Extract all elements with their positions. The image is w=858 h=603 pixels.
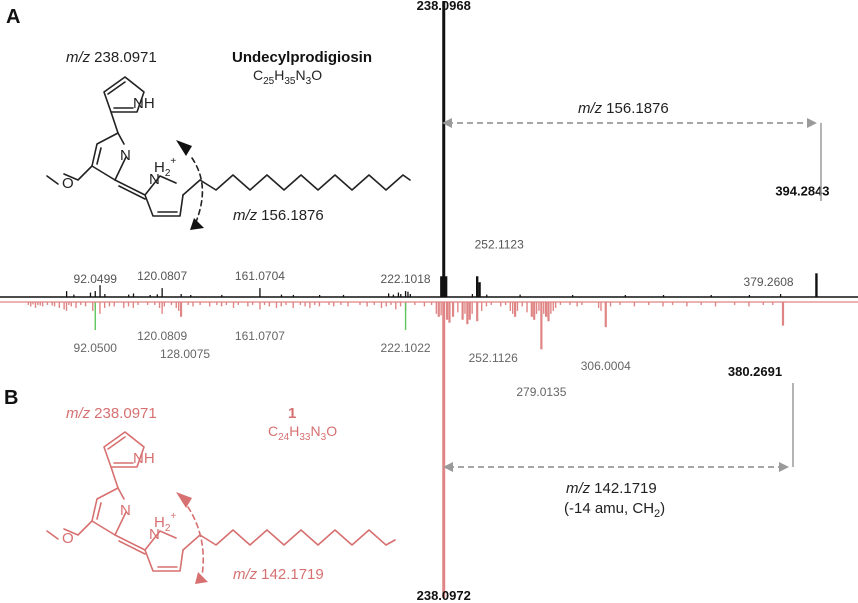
atom-a-n: N xyxy=(120,147,131,164)
cleavage-arrow-a xyxy=(191,157,204,223)
top-loss-arrow-right xyxy=(807,118,817,128)
atom-b-o: O xyxy=(62,530,74,547)
top-loss-mz: m/z xyxy=(578,100,603,117)
bottom-spectrum-bars xyxy=(27,302,785,598)
arrowhead-b-up xyxy=(176,492,192,508)
pyrrole-ring-a3 xyxy=(144,194,184,217)
alkyl-chain-a xyxy=(182,174,411,196)
atom-b-n: N xyxy=(120,502,131,519)
bottom-peak-label: 222.1022 xyxy=(381,341,431,355)
structure-b-frag1-label: m/z 238.0971 xyxy=(66,405,157,422)
structure-b: m/z 238.0971 1 C24H33N3O NH N O N H2+ m/z… xyxy=(46,405,396,584)
top-peak-label: 238.0968 xyxy=(417,0,471,13)
bottom-peak-label: 120.0809 xyxy=(137,329,187,343)
arrowhead-b-down xyxy=(195,572,208,584)
compound-a-name: Undecylprodigiosin xyxy=(232,49,372,66)
atom-b-nh: NH xyxy=(133,450,155,467)
arrowhead-a-up xyxy=(176,140,192,156)
compound-a-formula: C25H35N3O xyxy=(253,67,322,87)
bottom-loss-mz: m/z xyxy=(566,480,591,497)
bottom-loss-arrow-left xyxy=(443,462,453,472)
top-loss-value: 156.1876 xyxy=(606,100,669,117)
top-loss-label: m/z 156.1876 xyxy=(578,100,669,117)
pyrrole-ring-a1 xyxy=(103,76,145,113)
atom-b-h2plus: H2+ xyxy=(154,511,176,534)
matched-peak-marks xyxy=(94,302,407,330)
top-peak-label: 379.2608 xyxy=(744,275,794,289)
structure-a-frag1-label: m/z 238.0971 xyxy=(66,49,157,66)
atom-a-nh: NH xyxy=(133,95,155,112)
top-peak-label: 120.0807 xyxy=(137,269,187,283)
top-peak-label: 92.0499 xyxy=(74,272,118,286)
top-peak-label: 222.1018 xyxy=(381,272,431,286)
structure-a-frag2-label: m/z 156.1876 xyxy=(233,207,324,224)
peak-labels: 92.0499 120.0807 161.0704 222.1018 238.0968 2… xyxy=(74,0,830,603)
bottom-peak-label: 252.1126 xyxy=(469,351,518,365)
atom-a-n2: N xyxy=(149,171,160,188)
atom-a-o: O xyxy=(62,175,74,192)
bottom-loss-label: m/z 142.1719 xyxy=(566,480,657,497)
panel-label-b: B xyxy=(4,387,18,409)
bottom-peak-label: 279.0135 xyxy=(516,385,566,399)
cleavage-arrow-b xyxy=(187,506,205,577)
bottom-peak-label: 238.0972 xyxy=(417,588,471,603)
alkyl-chain-b xyxy=(182,529,396,551)
bottom-peak-label: 161.0707 xyxy=(235,329,285,343)
atom-a-h2plus: H2+ xyxy=(154,156,176,179)
top-loss-annotation: m/z 156.1876 xyxy=(442,100,822,201)
panel-label-a: A xyxy=(6,6,20,28)
top-peak-label: 161.0704 xyxy=(235,269,285,283)
top-peak-label: 394.2843 xyxy=(775,183,829,198)
arrowhead-a-down xyxy=(190,218,204,230)
atom-b-n2: N xyxy=(149,526,160,543)
bottom-peak-label: 92.0500 xyxy=(74,341,118,355)
top-peak-label: 252.1123 xyxy=(475,237,524,251)
bottom-loss-arrow-right xyxy=(779,462,789,472)
bottom-loss-value: 142.1719 xyxy=(594,480,657,497)
top-spectrum-bars xyxy=(65,1,818,297)
bottom-loss-annotation: m/z 142.1719 (-14 amu, CH2) xyxy=(443,383,794,520)
compound-b-name: 1 xyxy=(288,405,296,422)
bottom-loss-note: (-14 amu, CH2) xyxy=(564,500,665,520)
bottom-peak-label: 306.0004 xyxy=(581,359,631,373)
pyrrole-ring-b1 xyxy=(103,431,145,468)
structure-b-frag2-label: m/z 142.1719 xyxy=(233,566,324,583)
structure-a: m/z 238.0971 Undecylprodigiosin C25H35N3O… xyxy=(46,49,411,230)
compound-b-formula: C24H33N3O xyxy=(268,423,337,443)
bottom-peak-label: 128.0075 xyxy=(160,347,210,361)
pyrrole-ring-b3 xyxy=(144,549,184,572)
top-loss-arrow-left xyxy=(442,118,452,128)
bottom-peak-label: 380.2691 xyxy=(728,364,782,379)
